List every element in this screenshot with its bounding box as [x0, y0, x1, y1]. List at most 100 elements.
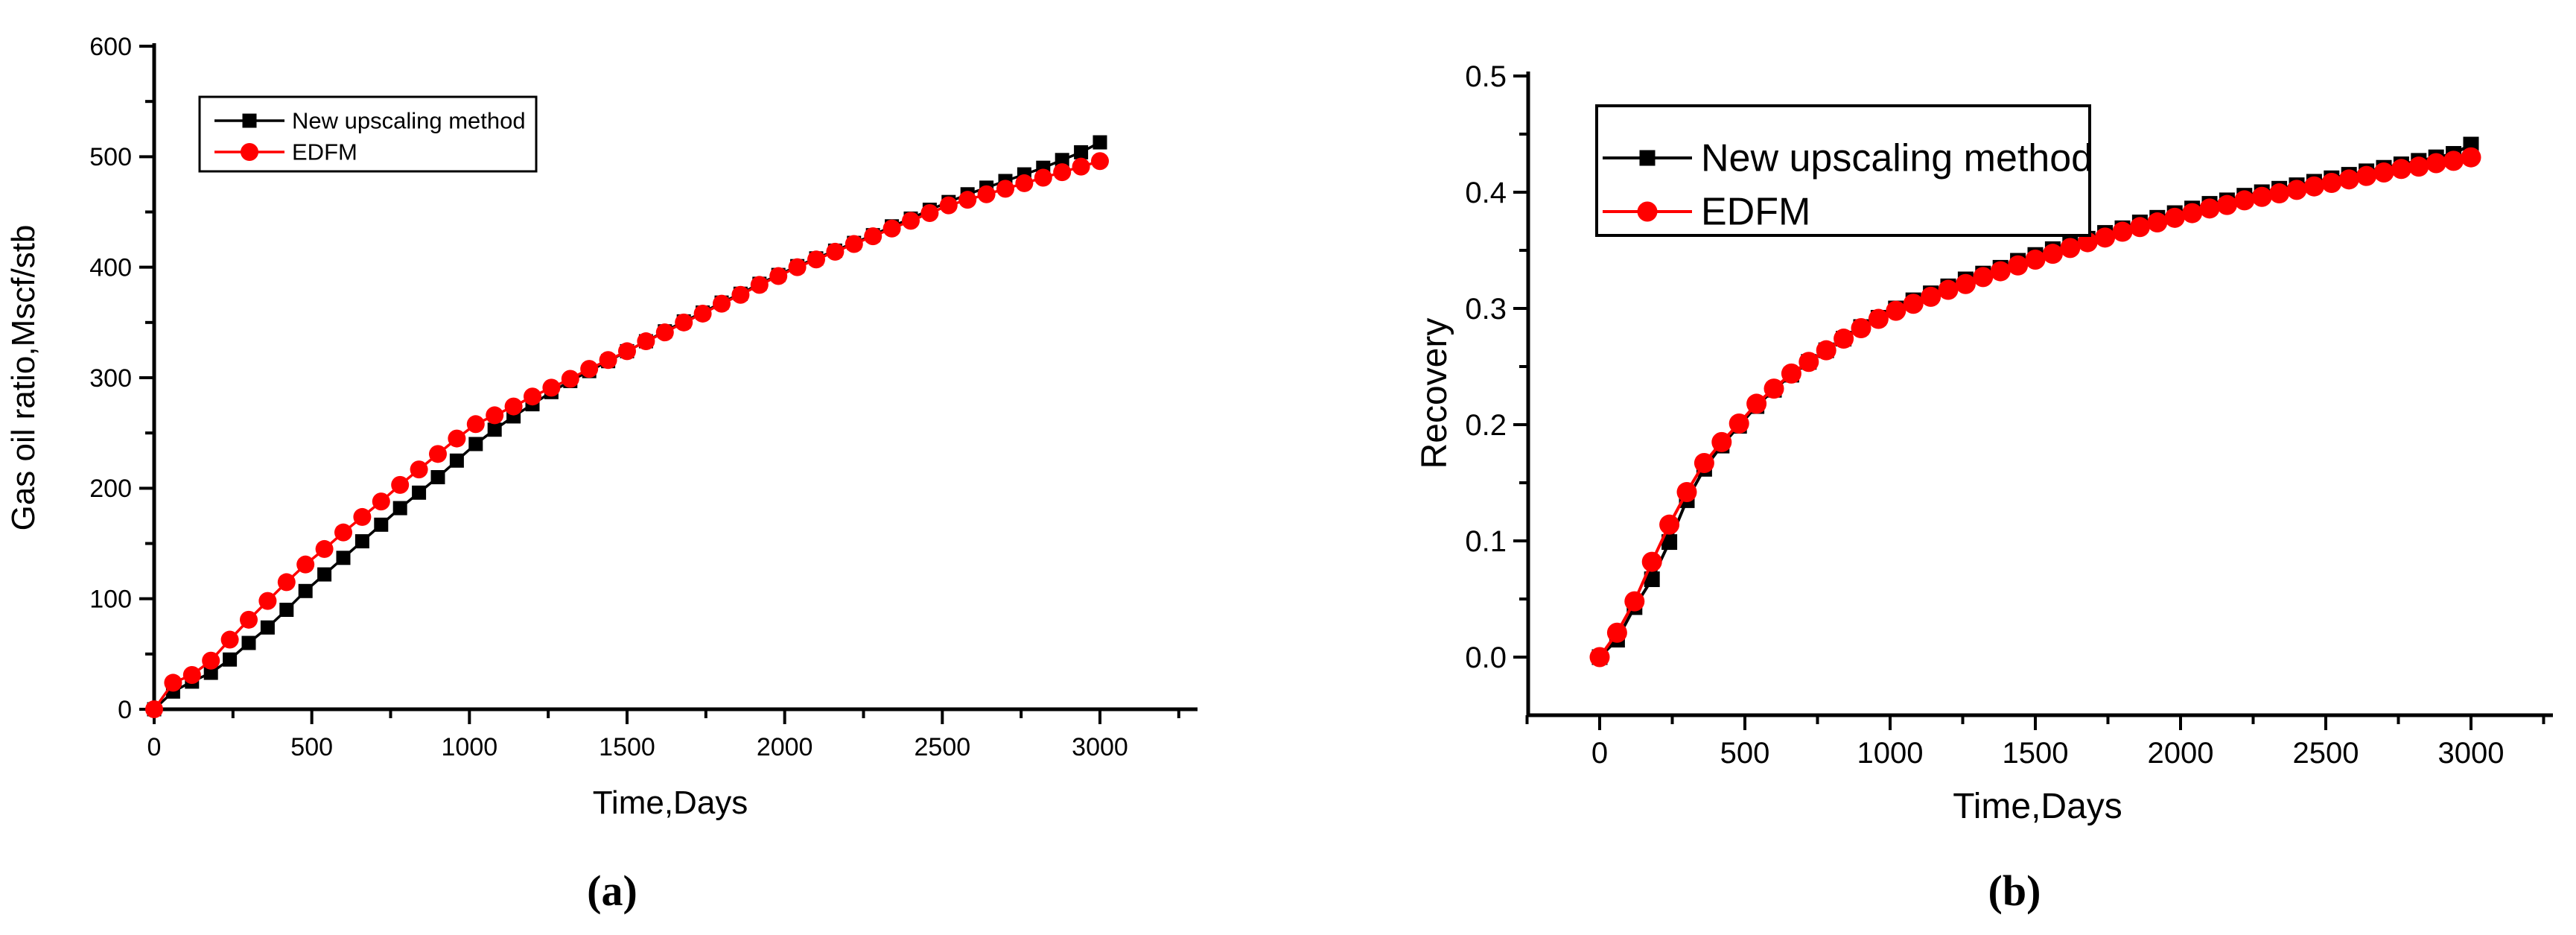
square-marker — [449, 453, 464, 468]
circle-marker — [2286, 180, 2307, 200]
circle-marker — [2199, 198, 2220, 219]
panel-label-a: (a) — [587, 866, 637, 915]
y-axis-title: Gas oil ratio,Mscf/stb — [5, 225, 42, 531]
y-tick-label: 0.2 — [1465, 409, 1507, 442]
y-tick-label: 0.5 — [1465, 60, 1507, 93]
panel-b-axes: 0 500 1000 1500 2000 2500 3000 0.0 0.1 0.2 0.3 0.4 0… — [1465, 60, 2553, 770]
legend-circle-marker — [241, 143, 258, 161]
circle-marker — [2025, 249, 2046, 270]
circle-marker — [561, 370, 579, 388]
square-marker — [241, 636, 256, 650]
circle-marker — [2251, 186, 2272, 207]
circle-marker — [145, 700, 163, 718]
circle-marker — [2182, 203, 2203, 224]
circle-marker — [1676, 481, 1697, 502]
circle-marker — [1034, 168, 1052, 187]
circle-marker — [1868, 308, 1889, 329]
circle-marker — [2042, 244, 2063, 264]
legend-box — [1595, 104, 2091, 237]
circle-marker — [731, 285, 750, 304]
circle-marker — [1886, 300, 1906, 321]
circle-marker — [845, 235, 863, 253]
square-marker — [1661, 534, 1678, 551]
square-marker — [279, 603, 294, 618]
circle-marker — [826, 242, 845, 261]
legend-circle-marker — [1637, 201, 1658, 222]
circle-marker — [1764, 378, 1784, 399]
y-tick-label: 0 — [118, 696, 132, 724]
circle-marker — [2373, 162, 2394, 183]
circle-marker — [977, 185, 996, 203]
circle-marker — [996, 180, 1014, 198]
circle-marker — [334, 523, 352, 542]
circle-marker — [391, 475, 410, 494]
circle-marker — [164, 673, 182, 692]
circle-marker — [2060, 238, 2081, 259]
circle-marker — [1921, 286, 1941, 307]
circle-marker — [353, 507, 372, 526]
circle-marker — [2164, 207, 2185, 228]
y-tick-label: 200 — [89, 475, 132, 503]
square-marker — [412, 485, 427, 500]
circle-marker — [2147, 212, 2168, 233]
circle-marker — [504, 397, 523, 416]
square-marker — [203, 665, 218, 680]
square-marker — [298, 583, 313, 598]
circle-marker — [901, 212, 920, 230]
series-new-upscaling-method-line — [153, 141, 1101, 711]
x-tick-label: 1500 — [599, 733, 655, 761]
circle-marker — [277, 573, 296, 592]
panel-a-axes: 0 500 1000 1500 2000 2500 3000 0 100 200 300 400 500… — [89, 33, 1198, 761]
legend-square-marker — [242, 113, 257, 128]
y-tick-label: 0.3 — [1465, 293, 1507, 326]
circle-marker — [1816, 340, 1836, 361]
circle-marker — [788, 258, 807, 276]
legend-label-edfm: EDFM — [1701, 191, 1810, 234]
circle-marker — [486, 406, 504, 425]
circle-marker — [428, 445, 447, 463]
circle-marker — [1799, 352, 1819, 373]
circle-marker — [2095, 227, 2116, 248]
circle-marker — [1606, 622, 1627, 643]
square-marker — [1644, 571, 1660, 587]
panel-a: 0 500 1000 1500 2000 2500 3000 0 100 200 300 400 500… — [5, 33, 1198, 915]
circle-marker — [1955, 273, 1976, 294]
series-new-upscaling-method — [147, 135, 1107, 717]
circle-marker — [2303, 176, 2324, 197]
circle-marker — [2338, 169, 2359, 190]
square-marker — [354, 534, 369, 549]
circle-marker — [958, 191, 977, 209]
legend-label-new-upscaling-method: New upscaling method — [1701, 137, 2093, 180]
circle-marker — [1641, 551, 1662, 572]
circle-marker — [1624, 591, 1645, 612]
circle-marker — [2112, 221, 2133, 242]
y-tick-label: 600 — [89, 33, 132, 61]
legend-b: New upscaling method EDFM — [1595, 104, 2093, 237]
circle-marker — [617, 342, 636, 361]
circle-marker — [637, 332, 655, 351]
legend-square-marker — [1639, 150, 1656, 166]
x-tick-label: 1000 — [442, 733, 498, 761]
circle-marker — [1990, 261, 2011, 282]
circle-marker — [1711, 431, 1732, 452]
square-marker — [336, 551, 351, 565]
circle-marker — [2356, 165, 2377, 186]
x-tick-label: 3000 — [2438, 737, 2505, 770]
circle-marker — [448, 429, 466, 448]
circle-marker — [2408, 156, 2429, 177]
circle-marker — [239, 610, 258, 629]
circle-marker — [693, 304, 712, 323]
circle-marker — [1694, 452, 1714, 473]
circle-marker — [920, 203, 939, 222]
x-axis-title: Time,Days — [1953, 787, 2122, 826]
circle-marker — [599, 351, 617, 370]
x-tick-label: 3000 — [1072, 733, 1128, 761]
circle-marker — [1851, 318, 1871, 339]
circle-marker — [1903, 294, 1924, 314]
legend-label-edfm: EDFM — [292, 139, 357, 165]
circle-marker — [1729, 413, 1749, 434]
x-tick-label: 500 — [290, 733, 333, 761]
series-edfm — [145, 152, 1109, 718]
